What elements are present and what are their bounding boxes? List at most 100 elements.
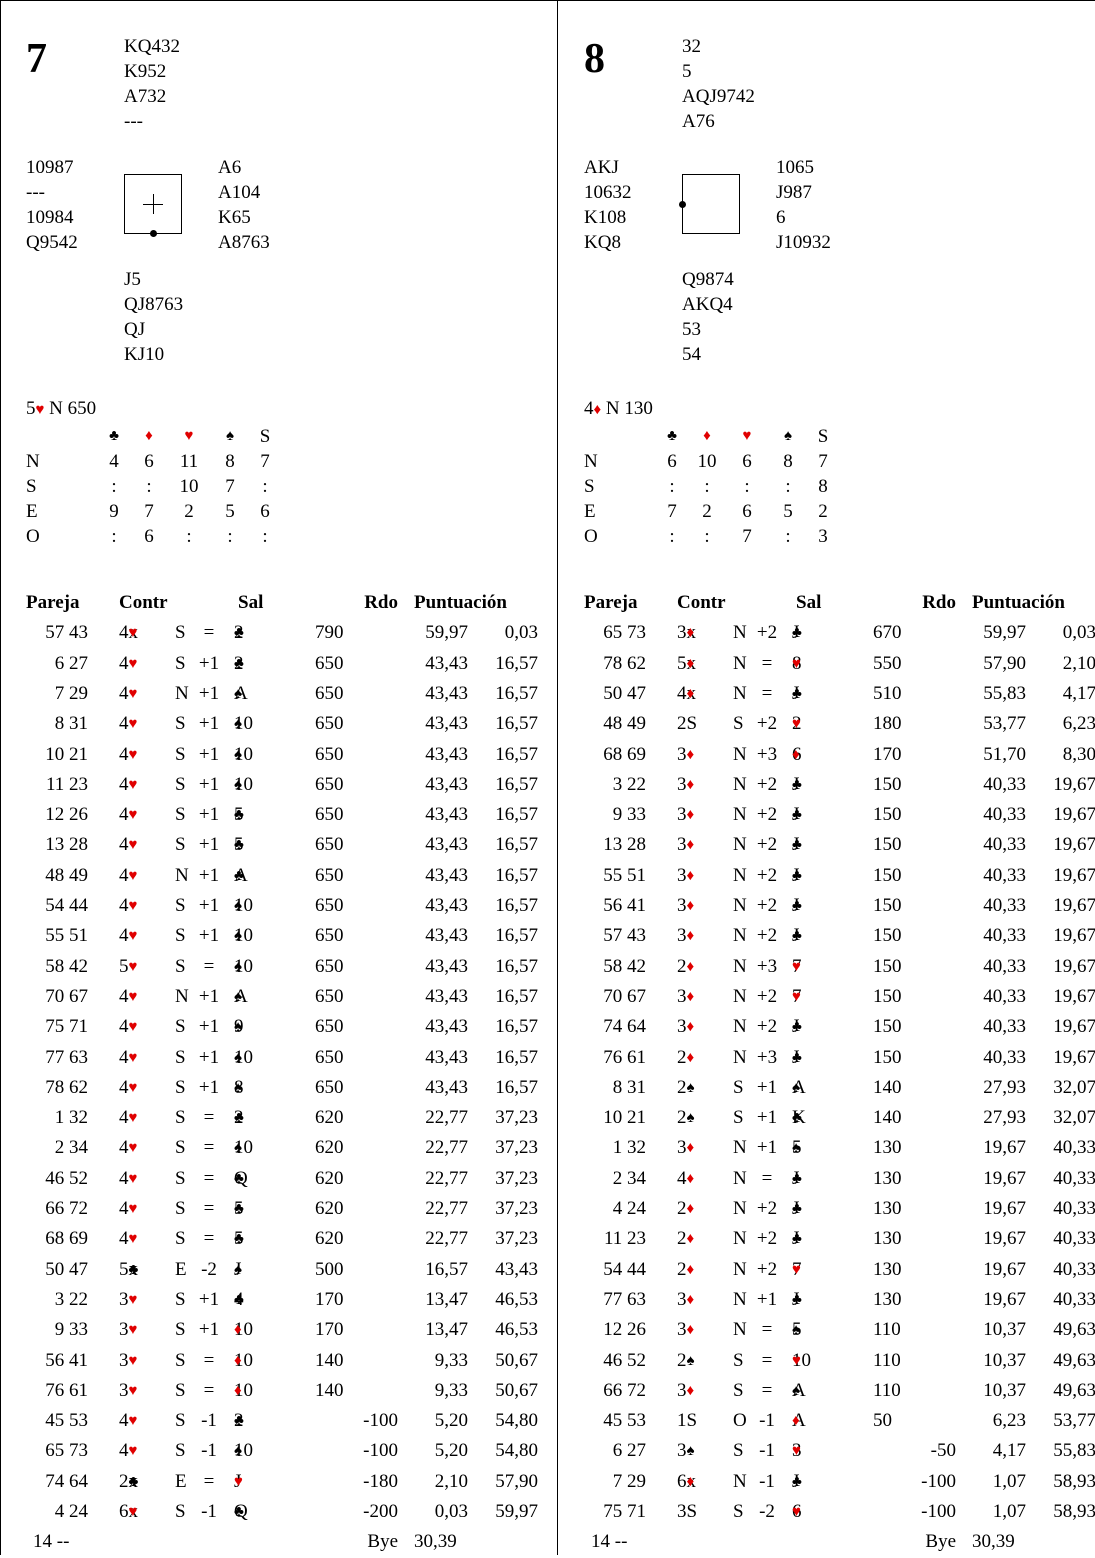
ns-plus-score: 620 — [315, 1198, 344, 1219]
pair-number: 56 41 — [45, 1349, 88, 1371]
ns-percentage: 43,43 — [425, 1016, 468, 1038]
ns-plus-score: 650 — [315, 713, 344, 735]
hand-west-suit: Q9542 — [26, 232, 78, 253]
hand-east-suit: 6 — [776, 207, 786, 228]
tricks-result: +2 — [756, 985, 778, 1007]
contract: 4 ♦ x — [677, 682, 696, 704]
ns-plus-score: 620 — [315, 1107, 344, 1129]
declarer: S — [175, 1349, 186, 1371]
declarer: S — [175, 1137, 186, 1159]
dd-row: E 9 7 2 5 6 — [26, 499, 280, 524]
contract: 2 ♦ — [677, 1046, 695, 1068]
ns-plus-score: 130 — [873, 1137, 902, 1159]
header-lead: Sal — [238, 592, 264, 613]
tricks-result: +1 — [198, 804, 220, 826]
ns-percentage: 43,43 — [425, 1046, 468, 1068]
ew-percentage: 8,30 — [1062, 743, 1095, 765]
ew-percentage: 19,67 — [1053, 1016, 1095, 1038]
opening-lead: ♠ 5 — [792, 1137, 802, 1159]
ns-minus-score: -100 — [921, 1470, 956, 1492]
tricks-result: -1 — [201, 1410, 217, 1432]
tricks-result: +1 — [198, 1076, 220, 1098]
ns-plus-score: 130 — [873, 1198, 902, 1219]
hand-east-suit: 1065 — [776, 157, 814, 178]
dd-header-row: ♣ ♦ ♥ ♠ S — [584, 424, 838, 449]
dd-tricks: 6 — [667, 451, 677, 472]
ns-plus-score: 620 — [315, 1228, 344, 1250]
declarer: S — [733, 1501, 744, 1522]
contract: 3S — [677, 1501, 698, 1522]
dd-seat: O — [584, 526, 598, 547]
dd-tricks: 7 — [225, 476, 235, 497]
ns-plus-score: 650 — [315, 804, 344, 826]
dd-tricks: : — [146, 476, 152, 497]
ew-percentage: 40,33 — [1053, 1137, 1095, 1159]
ew-percentage: 37,23 — [495, 1137, 538, 1159]
pair-number: 6 27 — [54, 652, 88, 674]
contract: 4 ♥ — [119, 743, 138, 765]
opening-lead: ♥ 2 — [792, 713, 802, 735]
declarer: S — [175, 1288, 186, 1310]
ew-percentage: 16,57 — [495, 804, 538, 826]
ew-percentage: 0,03 — [1062, 622, 1095, 644]
ns-percentage: 9,33 — [434, 1379, 468, 1401]
ew-percentage: 58,93 — [1053, 1470, 1095, 1492]
dd-tricks: : — [669, 476, 675, 497]
opening-lead: ♠ J — [234, 1258, 242, 1280]
tricks-result: = — [203, 955, 215, 977]
hand-south-suit: Q9874 — [682, 269, 734, 290]
dd-tricks: 7 — [818, 451, 828, 472]
dd-row: O:: 7: 3 — [584, 524, 838, 549]
pair-number: 78 62 — [45, 1076, 88, 1098]
opening-lead: ♠ 10 — [234, 713, 253, 735]
dd-corner — [26, 424, 98, 449]
declarer: S — [733, 1440, 744, 1462]
declarer: N — [733, 895, 747, 916]
contract: 3 ♦ — [677, 1319, 695, 1341]
ew-percentage: 37,23 — [495, 1228, 538, 1250]
declarer: S — [175, 1076, 186, 1098]
hand-north-suit: --- — [124, 111, 143, 132]
dd-header-suit-icon: ♣ — [109, 428, 119, 444]
ns-percentage: 10,37 — [983, 1319, 1026, 1341]
pair-number: 2 34 — [612, 1167, 646, 1189]
dd-seat: N — [584, 451, 598, 472]
opening-lead: ♣ A — [234, 864, 248, 886]
tricks-result: +2 — [756, 834, 778, 856]
opening-lead: ♣ 4 — [234, 1288, 244, 1310]
ew-percentage: 50,67 — [495, 1349, 538, 1371]
ns-plus-score: 130 — [873, 1288, 902, 1310]
tricks-result: +2 — [756, 804, 778, 826]
contract: 2 ♠ — [677, 1349, 695, 1371]
ns-percentage: 43,43 — [425, 682, 468, 704]
contract: 3 ♥ — [119, 1349, 138, 1371]
declarer: N — [733, 1016, 747, 1038]
ns-plus-score: 620 — [315, 1137, 344, 1159]
opening-lead: ♣ J — [792, 834, 802, 856]
par-suit-icon: ♦ — [593, 402, 602, 418]
ns-plus-score: 130 — [873, 1228, 902, 1250]
ns-minus-score: -100 — [363, 1410, 398, 1432]
ns-plus-score: 650 — [315, 773, 344, 795]
ns-percentage: 43,43 — [425, 652, 468, 674]
dd-tricks: 7 — [260, 451, 270, 472]
ns-plus-score: 650 — [315, 1016, 344, 1038]
ew-percentage: 55,83 — [1053, 1440, 1095, 1462]
ns-percentage: 22,77 — [425, 1137, 468, 1159]
ew-percentage: 32,07 — [1053, 1107, 1095, 1129]
board-number: 7 — [26, 36, 47, 82]
tricks-result: = — [203, 1198, 215, 1219]
dd-tricks: 2 — [818, 501, 828, 522]
tricks-result: +2 — [756, 1258, 778, 1280]
ns-plus-score: 150 — [873, 804, 902, 826]
opening-lead: ♣ 2 — [234, 1107, 244, 1129]
dd-header-suit-icon: ♥ — [742, 428, 752, 444]
tricks-result: = — [761, 1167, 773, 1189]
table-compass — [124, 174, 182, 237]
opening-lead: ♦ 10 — [234, 1349, 253, 1371]
dd-tricks: : — [785, 526, 791, 547]
tricks-result: +2 — [756, 1198, 778, 1219]
declarer: N — [733, 1137, 747, 1159]
dd-row: S:: 10 7: — [26, 474, 280, 499]
contract: 5 ♥ — [119, 955, 138, 977]
